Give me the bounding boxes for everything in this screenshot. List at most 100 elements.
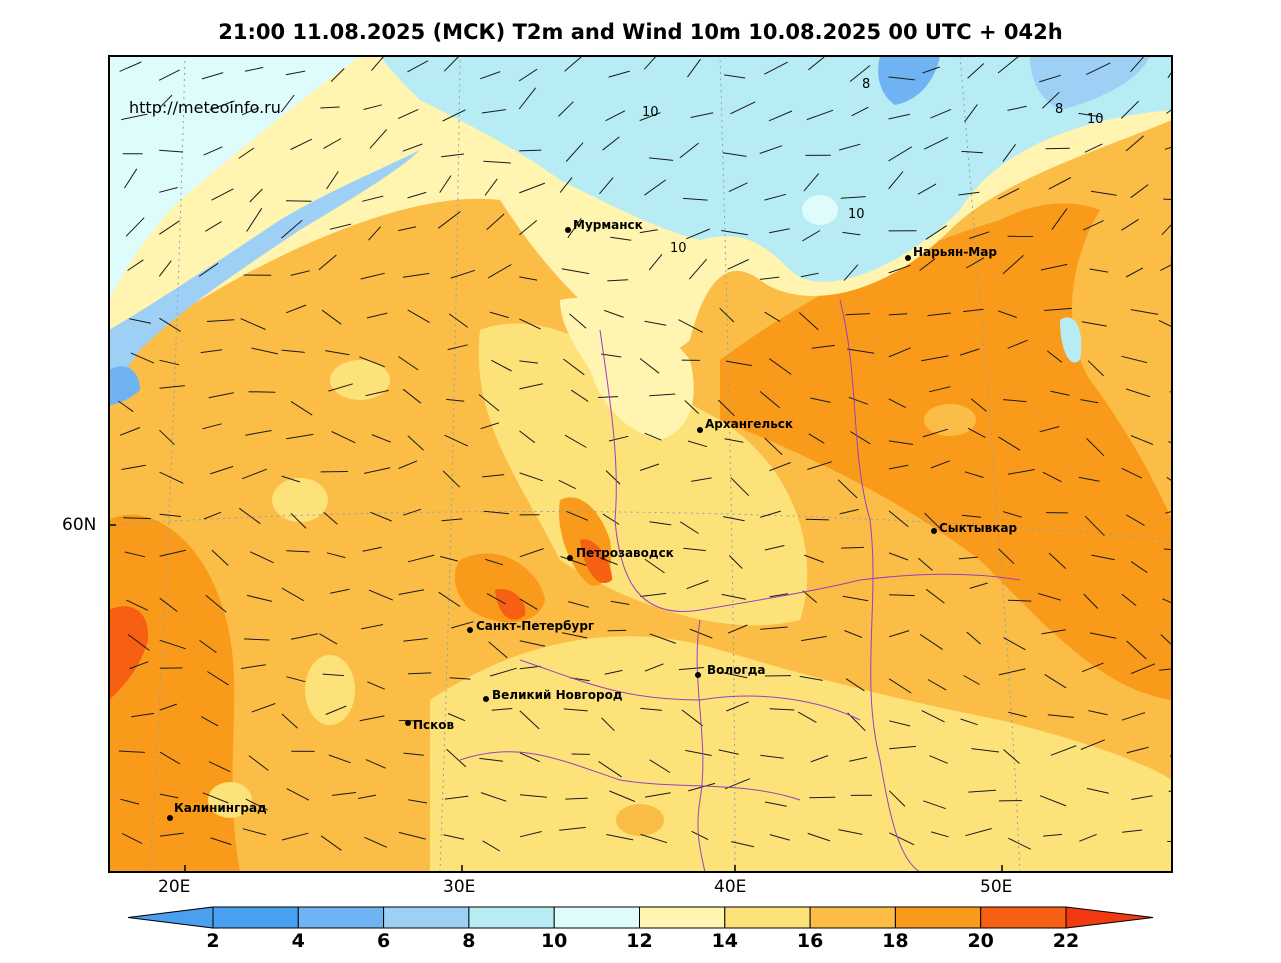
watermark-url: http://meteoinfo.ru	[129, 98, 281, 117]
wind-barb	[281, 587, 304, 602]
wind-barb	[281, 832, 309, 841]
wind-barb	[922, 66, 940, 74]
wind-barb	[1160, 634, 1172, 646]
colorbar-cell	[894, 906, 982, 929]
wind-barb	[159, 429, 175, 446]
wind-barb	[640, 707, 663, 711]
wind-barb	[930, 460, 950, 469]
wind-barb	[1039, 426, 1060, 433]
wind-barb	[601, 717, 615, 732]
wind-barb	[728, 182, 748, 193]
wind-barb	[1044, 673, 1067, 689]
wind-barb	[563, 708, 588, 712]
wind-barb	[519, 598, 538, 610]
wind-barb	[518, 68, 538, 82]
wind-barb	[1158, 319, 1172, 328]
wind-barb	[963, 675, 980, 685]
wind-barb	[323, 138, 342, 149]
wind-barb	[486, 213, 505, 231]
wind-barb	[251, 703, 276, 713]
wind-barb	[724, 74, 746, 79]
wind-barb	[927, 679, 947, 691]
wind-barb	[159, 597, 178, 612]
wind-barb	[159, 832, 184, 837]
wind-barb	[644, 432, 662, 441]
wind-barb	[604, 309, 624, 318]
wind-barb	[281, 349, 305, 353]
colorbar-tick-label: 2	[206, 930, 220, 952]
wind-barb	[808, 433, 825, 444]
wind-barb	[1121, 593, 1137, 606]
wind-barb	[965, 828, 992, 837]
wind-barb	[1088, 710, 1108, 716]
wind-barb	[159, 187, 178, 193]
wind-barb	[800, 272, 819, 278]
wind-barb	[888, 552, 909, 561]
wind-barb	[126, 599, 149, 611]
colorbar-cell	[383, 906, 470, 929]
wind-barb	[519, 794, 547, 798]
wind-barb	[363, 467, 391, 474]
wind-barb	[209, 100, 235, 111]
wind-barb	[518, 87, 537, 110]
colorbar-tick-label: 22	[1052, 930, 1080, 952]
wind-barb	[245, 798, 268, 811]
wind-barb	[931, 831, 949, 838]
wind-barb	[1086, 438, 1105, 457]
wind-barb	[807, 461, 832, 470]
wind-barb	[244, 638, 270, 641]
wind-barb	[1084, 143, 1103, 153]
wind-barb	[968, 789, 996, 793]
wind-barb	[249, 551, 274, 564]
colorbar-extend-low	[127, 906, 214, 929]
wind-barb	[998, 548, 1015, 565]
wind-barb	[118, 400, 134, 413]
wind-barb	[208, 761, 231, 773]
wind-barb	[640, 833, 668, 844]
wind-barb	[688, 258, 707, 280]
wind-barb	[769, 358, 792, 375]
wind-barb	[563, 358, 585, 376]
city-dot	[697, 427, 703, 433]
wind-barb	[969, 582, 988, 589]
wind-barb	[919, 258, 936, 271]
wind-barb	[840, 196, 866, 199]
city-dot	[467, 627, 473, 633]
wind-barb	[1007, 339, 1028, 349]
wind-barb	[1089, 632, 1117, 639]
wind-barb	[888, 347, 911, 358]
city-dot	[167, 815, 173, 821]
wind-barb	[1121, 467, 1143, 479]
wind-barb	[639, 358, 660, 374]
wind-barb	[769, 593, 789, 598]
wind-barb	[290, 633, 318, 640]
wind-barb	[759, 145, 783, 154]
contour-label: 10	[1087, 112, 1104, 127]
wind-barb	[888, 171, 904, 190]
wind-barb	[325, 350, 350, 356]
wind-barb	[649, 759, 671, 773]
wind-barb	[765, 801, 787, 807]
wind-barb	[329, 223, 352, 230]
wind-barb	[331, 431, 356, 444]
contour-labels: 10 10 10 8 8 10	[642, 77, 1104, 256]
wind-barb	[448, 313, 469, 328]
wind-barb	[685, 749, 712, 756]
wind-barb	[203, 511, 222, 520]
colorbar-cell	[297, 906, 385, 929]
wind-barb	[569, 313, 587, 329]
wind-barb	[240, 664, 266, 669]
wind-barb	[398, 460, 418, 469]
wind-barb	[599, 177, 614, 195]
wind-barb	[561, 632, 588, 639]
wind-barb	[290, 270, 310, 276]
city-label-kaliningrad: Калининград	[174, 801, 267, 815]
wind-barb	[802, 230, 821, 242]
wind-barb	[328, 754, 351, 764]
wind-barb	[1085, 62, 1111, 76]
lon-label-40e: 40E	[714, 877, 747, 897]
colorbar-tick-label: 14	[711, 930, 739, 952]
wind-barb	[446, 748, 467, 768]
wind-barb	[519, 752, 541, 763]
